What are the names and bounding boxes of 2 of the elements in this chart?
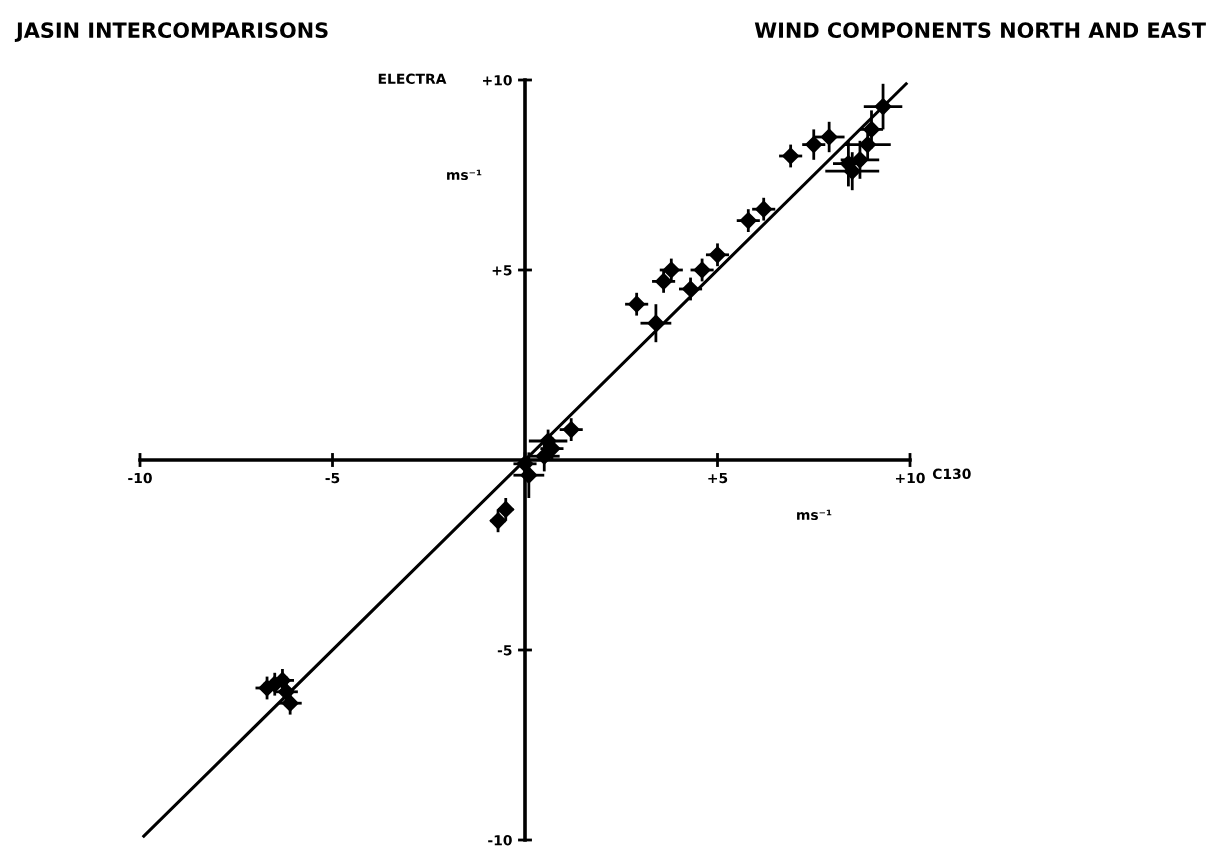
chart-title: JASIN INTERCOMPARISONS bbox=[14, 22, 328, 42]
text: WIND COMPONENTS NORTH AND EAST bbox=[754, 22, 1206, 39]
